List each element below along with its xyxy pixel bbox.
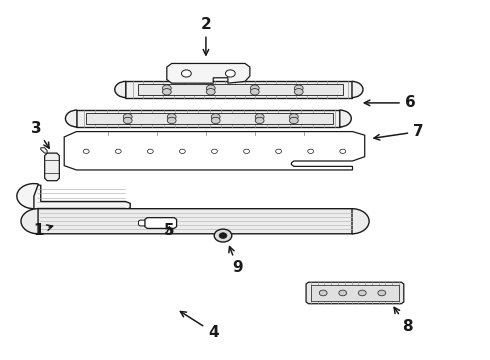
Polygon shape bbox=[138, 84, 343, 95]
Polygon shape bbox=[64, 132, 365, 170]
Polygon shape bbox=[139, 220, 145, 226]
Circle shape bbox=[212, 149, 218, 153]
Circle shape bbox=[294, 89, 303, 95]
Wedge shape bbox=[17, 184, 38, 209]
Circle shape bbox=[244, 149, 249, 153]
Polygon shape bbox=[76, 110, 340, 127]
Text: 6: 6 bbox=[364, 95, 416, 111]
Wedge shape bbox=[340, 110, 351, 127]
Circle shape bbox=[167, 117, 176, 124]
Circle shape bbox=[162, 89, 171, 95]
Polygon shape bbox=[306, 282, 404, 304]
Text: 3: 3 bbox=[31, 121, 49, 148]
Polygon shape bbox=[41, 148, 47, 153]
Circle shape bbox=[206, 89, 215, 95]
Circle shape bbox=[250, 89, 259, 95]
Polygon shape bbox=[32, 209, 37, 226]
Circle shape bbox=[115, 149, 121, 153]
Polygon shape bbox=[45, 153, 59, 181]
Circle shape bbox=[339, 290, 346, 296]
Polygon shape bbox=[125, 81, 352, 98]
Wedge shape bbox=[352, 81, 363, 98]
Circle shape bbox=[123, 117, 132, 124]
Wedge shape bbox=[115, 81, 126, 98]
Circle shape bbox=[162, 85, 171, 91]
Polygon shape bbox=[32, 184, 130, 211]
Wedge shape bbox=[352, 209, 369, 234]
Circle shape bbox=[250, 85, 259, 91]
Polygon shape bbox=[145, 218, 176, 228]
Text: 8: 8 bbox=[394, 307, 413, 334]
Text: 2: 2 bbox=[200, 17, 211, 55]
Circle shape bbox=[276, 149, 282, 153]
Text: 1: 1 bbox=[33, 223, 52, 238]
Circle shape bbox=[308, 149, 314, 153]
Circle shape bbox=[290, 117, 298, 124]
Circle shape bbox=[255, 117, 264, 124]
Circle shape bbox=[211, 114, 220, 120]
Polygon shape bbox=[311, 285, 399, 301]
Text: 7: 7 bbox=[374, 124, 424, 140]
Circle shape bbox=[255, 114, 264, 120]
Circle shape bbox=[211, 117, 220, 124]
Circle shape bbox=[294, 85, 303, 91]
Circle shape bbox=[179, 149, 185, 153]
Circle shape bbox=[214, 229, 232, 242]
Circle shape bbox=[358, 290, 366, 296]
Circle shape bbox=[219, 233, 227, 238]
Circle shape bbox=[181, 70, 191, 77]
Polygon shape bbox=[32, 209, 360, 234]
Polygon shape bbox=[86, 113, 333, 125]
Wedge shape bbox=[21, 209, 38, 234]
Wedge shape bbox=[66, 110, 77, 127]
Circle shape bbox=[225, 70, 235, 77]
Circle shape bbox=[83, 149, 89, 153]
Circle shape bbox=[147, 149, 153, 153]
Text: 5: 5 bbox=[164, 223, 174, 238]
Circle shape bbox=[340, 149, 345, 153]
Text: 9: 9 bbox=[229, 247, 243, 275]
Text: 4: 4 bbox=[180, 311, 219, 340]
Circle shape bbox=[123, 114, 132, 120]
Circle shape bbox=[206, 85, 215, 91]
Circle shape bbox=[167, 114, 176, 120]
Polygon shape bbox=[167, 63, 250, 83]
Circle shape bbox=[319, 290, 327, 296]
Circle shape bbox=[290, 114, 298, 120]
Circle shape bbox=[378, 290, 386, 296]
